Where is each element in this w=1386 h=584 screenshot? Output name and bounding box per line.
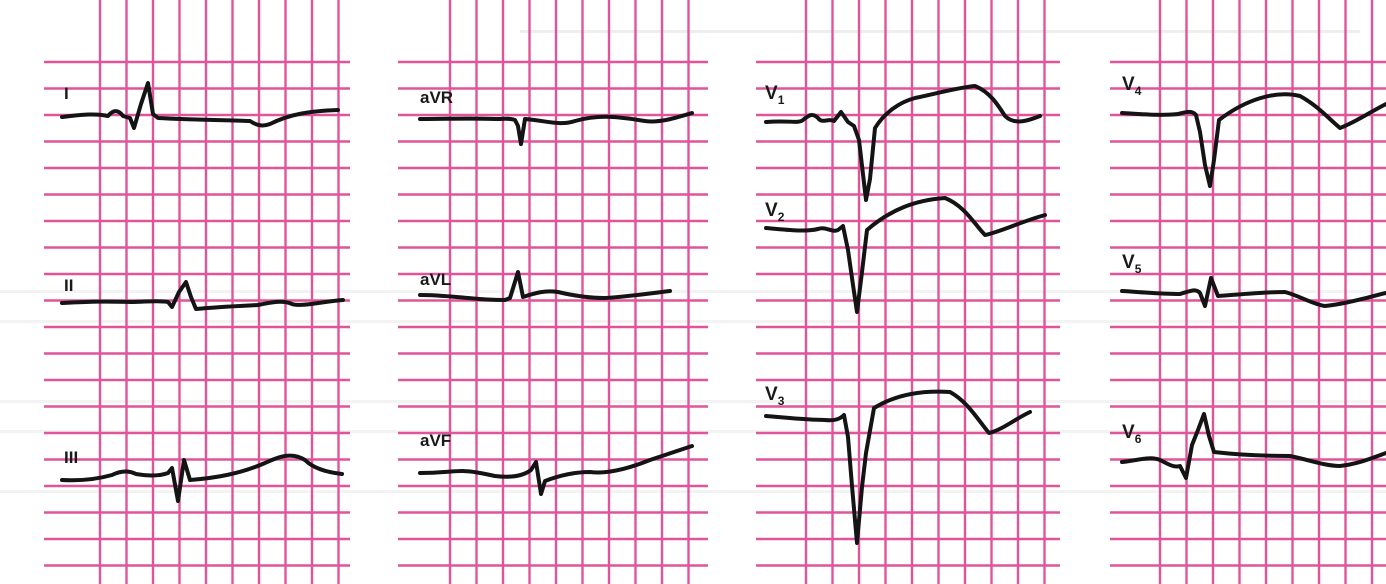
lead-label-II: II — [64, 276, 73, 295]
lead-label-V6: V6 — [1122, 422, 1142, 446]
grid-panel-limb-right — [398, 0, 708, 584]
lead-label-III: III — [64, 448, 78, 467]
lead-III-waveform — [60, 453, 344, 503]
lead-label-V2: V2 — [765, 200, 785, 224]
lead-V2-waveform — [764, 196, 1047, 314]
lead-aVR-waveform — [418, 111, 694, 146]
lead-label-V5: V5 — [1122, 252, 1142, 276]
bleed-through-background — [0, 30, 1386, 493]
ecg-traces — [60, 81, 1386, 545]
lead-label-V3: V3 — [765, 384, 785, 408]
lead-label-aVL: aVL — [420, 270, 451, 289]
lead-II-waveform — [60, 280, 345, 311]
lead-aVF-waveform — [418, 444, 694, 496]
lead-label-aVR: aVR — [420, 88, 453, 107]
lead-label-aVF: aVF — [420, 431, 451, 450]
lead-label-I: I — [64, 84, 69, 103]
lead-V5-waveform — [1120, 276, 1386, 308]
lead-V4-waveform — [1120, 92, 1386, 188]
lead-V3-waveform — [764, 389, 1032, 545]
lead-I-waveform — [60, 81, 340, 130]
lead-aVL-waveform — [418, 270, 672, 302]
lead-label-V1: V1 — [765, 83, 785, 107]
lead-V6-waveform — [1120, 412, 1386, 480]
lead-label-V4: V4 — [1122, 74, 1142, 98]
lead-labels: I II III aVR aVL aVF V1 V2 V3 V4 V5 V6 — [64, 74, 1142, 467]
grid-panel-chest-left — [756, 0, 1060, 584]
lead-V1-waveform — [764, 84, 1042, 202]
